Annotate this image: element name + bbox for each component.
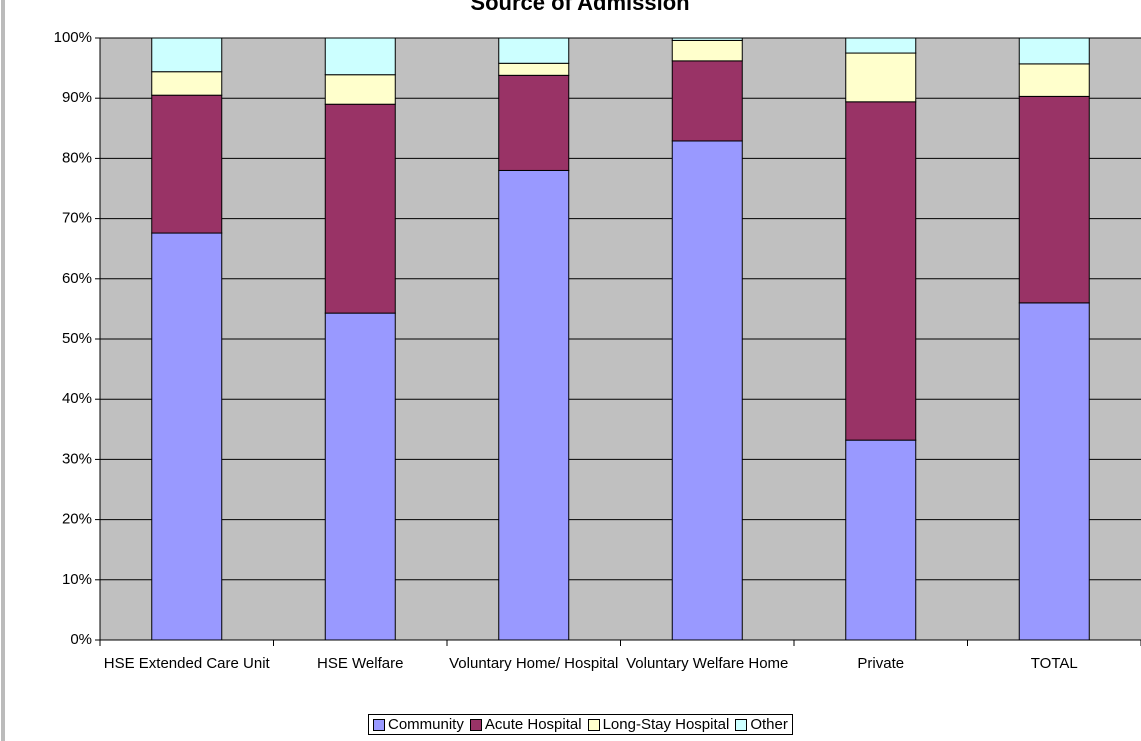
- bar-segment: [324, 312, 396, 641]
- bar-segment: [671, 60, 743, 142]
- legend-swatch: [587, 718, 600, 731]
- bar-segment: [324, 37, 396, 76]
- bar-segment: [151, 232, 223, 641]
- legend-item: Long-Stay Hospital: [587, 716, 730, 733]
- bar-segment: [671, 37, 743, 41]
- y-tick-label: 0%: [70, 631, 92, 648]
- y-tick-label: 100%: [54, 29, 92, 46]
- legend-swatch: [373, 718, 385, 731]
- legend-swatch: [735, 718, 748, 731]
- y-tick-label: 70%: [62, 210, 92, 227]
- legend-item: Acute Hospital: [469, 716, 582, 733]
- bar-segment: [151, 71, 223, 96]
- legend-label: Acute Hospital: [484, 716, 582, 733]
- bar-segment: [498, 62, 570, 76]
- bar-segment: [671, 39, 743, 62]
- legend-label: Long-Stay Hospital: [602, 716, 730, 733]
- bar-segment: [151, 37, 223, 73]
- bar-segment: [1018, 95, 1090, 304]
- y-tick-label: 30%: [62, 450, 92, 467]
- legend-label: Community: [388, 716, 464, 733]
- bar-segment: [1018, 302, 1090, 641]
- bar-segment: [498, 74, 570, 171]
- x-tick-label: Voluntary Home/ Hospital: [449, 655, 619, 672]
- y-tick-label: 80%: [62, 149, 92, 166]
- chart-title: Source of Admission: [470, 0, 689, 15]
- bar-segment: [845, 37, 917, 54]
- y-tick-label: 90%: [62, 89, 92, 106]
- x-tick-label: HSE Welfare: [317, 655, 404, 672]
- legend-swatch: [469, 718, 482, 731]
- legend-item: Community: [373, 716, 464, 733]
- y-tick-label: 10%: [62, 571, 92, 588]
- bar-segment: [845, 101, 917, 441]
- x-tick-label: Private: [857, 655, 905, 672]
- legend-label: Other: [750, 716, 788, 733]
- bar-segment: [324, 103, 396, 314]
- y-tick-label: 60%: [62, 270, 92, 287]
- bar-segment: [845, 52, 917, 103]
- legend-item: Other: [735, 716, 788, 733]
- bar-segment: [151, 94, 223, 234]
- bar-segment: [324, 74, 396, 105]
- bar-segment: [1018, 63, 1090, 97]
- bar-segment: [1018, 37, 1090, 65]
- bar-segment: [498, 169, 570, 641]
- legend: Community Acute Hospital Long-Stay Hospita…: [368, 714, 793, 735]
- x-tick-label: HSE Extended Care Unit: [103, 655, 270, 672]
- bar-segment: [671, 140, 743, 641]
- bar-segment: [845, 439, 917, 641]
- bar-segment: [498, 37, 570, 64]
- y-tick-label: 20%: [62, 511, 92, 528]
- x-tick-label: Voluntary Welfare Home: [626, 655, 789, 672]
- y-tick-label: 40%: [62, 390, 92, 407]
- x-tick-label: TOTAL: [1030, 655, 1078, 672]
- y-tick-label: 50%: [62, 330, 92, 347]
